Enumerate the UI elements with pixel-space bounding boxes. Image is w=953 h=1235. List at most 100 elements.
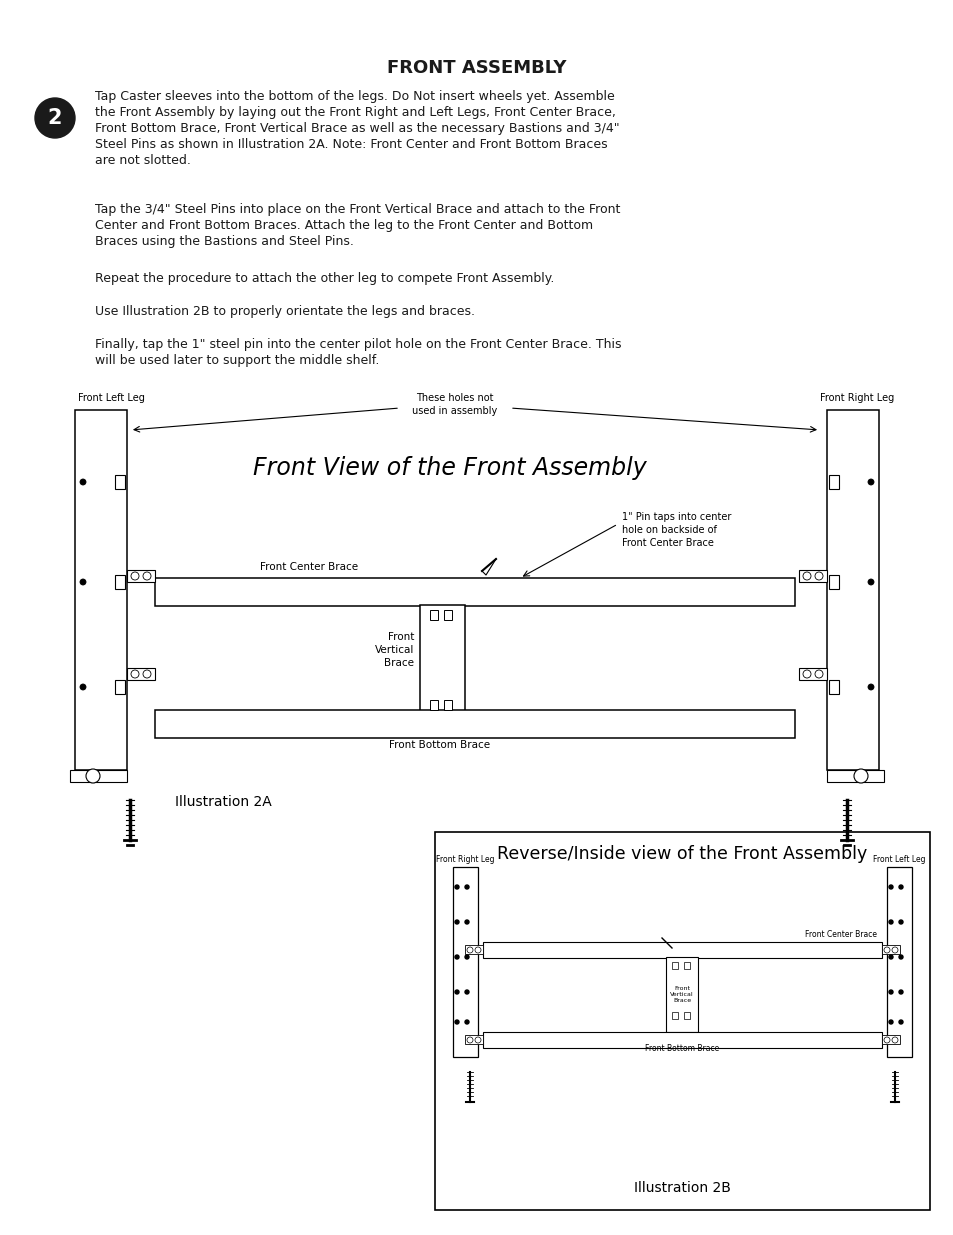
Bar <box>828 475 838 489</box>
Bar <box>882 1035 899 1044</box>
Circle shape <box>867 684 873 690</box>
Bar <box>828 680 838 694</box>
Circle shape <box>888 920 892 924</box>
Text: Center and Front Bottom Braces. Attach the leg to the Front Center and Bottom: Center and Front Bottom Braces. Attach t… <box>95 219 593 232</box>
Bar <box>828 576 838 589</box>
Circle shape <box>35 98 75 138</box>
Circle shape <box>467 1037 473 1044</box>
Bar <box>482 1032 882 1049</box>
Bar <box>435 832 929 1210</box>
Bar <box>683 1011 689 1019</box>
Text: Front Left Leg: Front Left Leg <box>872 855 924 864</box>
Circle shape <box>80 684 86 690</box>
Bar <box>443 610 452 620</box>
Bar <box>464 945 482 953</box>
Bar <box>799 571 826 582</box>
Circle shape <box>86 769 100 783</box>
Text: Front Left Leg: Front Left Leg <box>78 393 145 403</box>
Circle shape <box>464 920 469 924</box>
Circle shape <box>898 1020 902 1024</box>
Text: Tap Caster sleeves into the bottom of the legs. Do Not insert wheels yet. Assemb: Tap Caster sleeves into the bottom of th… <box>95 90 614 103</box>
Circle shape <box>891 947 897 953</box>
Circle shape <box>898 955 902 960</box>
Text: Illustration 2B: Illustration 2B <box>634 1181 730 1195</box>
Text: Front Bottom Brace: Front Bottom Brace <box>644 1044 719 1053</box>
Circle shape <box>802 572 810 580</box>
Circle shape <box>455 885 458 889</box>
Bar <box>826 410 878 769</box>
Circle shape <box>475 947 480 953</box>
Circle shape <box>814 572 822 580</box>
Bar <box>154 710 794 739</box>
Text: Front Bottom Brace: Front Bottom Brace <box>389 740 490 750</box>
Text: are not slotted.: are not slotted. <box>95 154 191 167</box>
Text: These holes not
used in assembly: These holes not used in assembly <box>412 393 497 416</box>
Bar <box>671 1011 678 1019</box>
Bar <box>115 576 125 589</box>
Bar <box>430 610 437 620</box>
Bar <box>127 571 154 582</box>
Circle shape <box>80 579 86 585</box>
Text: FRONT ASSEMBLY: FRONT ASSEMBLY <box>387 59 566 77</box>
Bar <box>453 867 477 1057</box>
Text: Front
Vertical
Brace: Front Vertical Brace <box>670 986 693 1003</box>
Circle shape <box>898 885 902 889</box>
Circle shape <box>888 885 892 889</box>
Circle shape <box>888 990 892 994</box>
Text: the Front Assembly by laying out the Front Right and Left Legs, Front Center Bra: the Front Assembly by laying out the Fro… <box>95 106 616 119</box>
Bar <box>886 867 911 1057</box>
Circle shape <box>867 479 873 485</box>
Bar <box>443 700 452 710</box>
Circle shape <box>888 955 892 960</box>
Circle shape <box>802 671 810 678</box>
Bar <box>482 942 882 958</box>
Text: Finally, tap the 1" steel pin into the center pilot hole on the Front Center Bra: Finally, tap the 1" steel pin into the c… <box>95 338 620 351</box>
Text: will be used later to support the middle shelf.: will be used later to support the middle… <box>95 354 379 367</box>
Text: Use Illustration 2B to properly orientate the legs and braces.: Use Illustration 2B to properly orientat… <box>95 305 475 317</box>
Bar <box>826 769 883 782</box>
Bar <box>671 962 678 969</box>
Text: Front Right Leg: Front Right Leg <box>820 393 893 403</box>
Circle shape <box>467 947 473 953</box>
Bar <box>115 475 125 489</box>
Circle shape <box>853 769 867 783</box>
Circle shape <box>464 885 469 889</box>
Circle shape <box>143 671 151 678</box>
Circle shape <box>80 479 86 485</box>
Bar <box>75 410 127 769</box>
Bar <box>127 668 154 680</box>
Text: Front Center Brace: Front Center Brace <box>260 562 357 572</box>
Circle shape <box>814 671 822 678</box>
Circle shape <box>464 1020 469 1024</box>
Bar <box>70 769 127 782</box>
Circle shape <box>475 1037 480 1044</box>
Text: 1" Pin taps into center
hole on backside of
Front Center Brace: 1" Pin taps into center hole on backside… <box>621 513 731 547</box>
Text: Front View of the Front Assembly: Front View of the Front Assembly <box>253 456 646 480</box>
Circle shape <box>867 579 873 585</box>
Bar <box>154 578 794 606</box>
Circle shape <box>455 1020 458 1024</box>
Circle shape <box>888 1020 892 1024</box>
Text: Reverse/Inside view of the Front Assembly: Reverse/Inside view of the Front Assembl… <box>497 845 866 863</box>
Text: Front Right Leg: Front Right Leg <box>436 855 495 864</box>
Bar <box>464 1035 482 1044</box>
Text: Steel Pins as shown in Illustration 2A. Note: Front Center and Front Bottom Brac: Steel Pins as shown in Illustration 2A. … <box>95 138 607 151</box>
Circle shape <box>464 955 469 960</box>
Circle shape <box>464 990 469 994</box>
Circle shape <box>143 572 151 580</box>
Text: 2: 2 <box>48 107 62 128</box>
Text: Tap the 3/4" Steel Pins into place on the Front Vertical Brace and attach to the: Tap the 3/4" Steel Pins into place on th… <box>95 203 619 216</box>
Circle shape <box>891 1037 897 1044</box>
Bar <box>115 680 125 694</box>
Text: Front
Vertical
Brace: Front Vertical Brace <box>375 632 414 668</box>
Text: Repeat the procedure to attach the other leg to compete Front Assembly.: Repeat the procedure to attach the other… <box>95 272 554 285</box>
Bar <box>419 605 464 715</box>
Text: Front Center Brace: Front Center Brace <box>804 930 876 939</box>
Text: Illustration 2A: Illustration 2A <box>174 795 272 809</box>
Bar <box>430 700 437 710</box>
Bar <box>799 668 826 680</box>
Circle shape <box>455 955 458 960</box>
Circle shape <box>131 671 139 678</box>
Circle shape <box>898 990 902 994</box>
Circle shape <box>455 990 458 994</box>
